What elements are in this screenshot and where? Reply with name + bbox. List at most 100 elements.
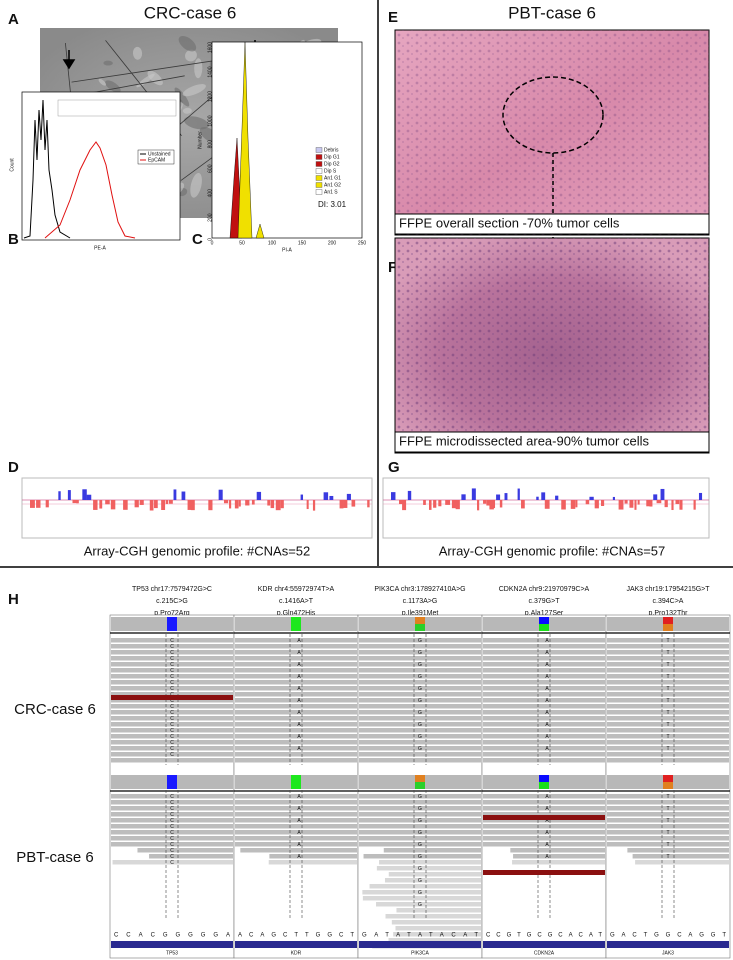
- gene-track: [359, 941, 481, 948]
- read: [483, 746, 605, 751]
- read: [607, 638, 729, 643]
- read: [111, 668, 233, 673]
- read: [111, 656, 233, 661]
- read: [112, 860, 233, 865]
- read-base: G: [418, 794, 422, 800]
- cgh-bar: [229, 500, 232, 509]
- gene-name: TP53: [166, 950, 178, 956]
- coverage-allele: [291, 775, 301, 782]
- legend-swatch: [315, 175, 323, 181]
- cgh-bar: [407, 490, 412, 500]
- cgh-bar: [300, 494, 304, 500]
- read: [359, 728, 481, 733]
- cgh-bar: [428, 500, 432, 510]
- cgh-bar: [339, 500, 344, 509]
- cgh-bar: [82, 489, 87, 500]
- read-base: G: [418, 902, 422, 908]
- cgh-bar: [99, 500, 103, 509]
- read-base: A: [297, 734, 301, 740]
- read: [607, 686, 729, 691]
- cgh-bar: [570, 500, 576, 509]
- cgh-bar: [267, 500, 271, 506]
- histogram-curve: [44, 141, 136, 239]
- read-base: G: [418, 830, 422, 836]
- read: [235, 668, 357, 673]
- read: [111, 836, 233, 841]
- read: [635, 860, 729, 865]
- read: [359, 698, 481, 703]
- read-base: T: [666, 806, 669, 812]
- read-base: T: [666, 734, 669, 740]
- read: [513, 854, 605, 859]
- gene-track: [111, 941, 233, 948]
- cgh-bar: [149, 500, 154, 511]
- read-base: C: [170, 638, 174, 644]
- read-base: C: [170, 644, 174, 650]
- read: [483, 668, 605, 673]
- y-tick-label: 600: [207, 164, 213, 173]
- read-base: C: [170, 674, 174, 680]
- read-base: C: [170, 746, 174, 752]
- read: [111, 650, 233, 655]
- read: [111, 842, 233, 847]
- read: [235, 722, 357, 727]
- cgh-bar: [624, 500, 628, 504]
- read-base: C: [170, 806, 174, 812]
- variant-header: p.Ala127Ser: [525, 610, 564, 617]
- read: [111, 758, 233, 763]
- coverage-allele: [415, 775, 425, 782]
- read: [235, 692, 357, 697]
- read: [111, 728, 233, 733]
- read: [235, 794, 357, 799]
- read-base: A: [545, 674, 549, 680]
- cgh-bar: [391, 492, 396, 500]
- read: [359, 794, 481, 799]
- gene-name: KDR: [291, 950, 302, 956]
- gene-track: [235, 941, 357, 948]
- read: [607, 740, 729, 745]
- read: [235, 680, 357, 685]
- read-base: C: [170, 662, 174, 668]
- panel-letter: B: [8, 231, 19, 248]
- gene-track: [483, 941, 605, 948]
- cgh-bar: [72, 500, 78, 504]
- coverage-allele: [539, 775, 549, 782]
- read: [111, 812, 233, 817]
- read: [235, 740, 357, 745]
- panel-letter: G: [388, 459, 400, 476]
- caption: FFPE microdissected area-90% tumor cells: [399, 433, 649, 448]
- read: [359, 722, 481, 727]
- x-tick-label: 100: [268, 240, 277, 246]
- peak: [237, 41, 253, 239]
- read-base: C: [170, 656, 174, 662]
- cgh-bar: [223, 500, 229, 504]
- read: [111, 644, 233, 649]
- read-base: A: [297, 698, 301, 704]
- cgh-bar: [496, 494, 501, 500]
- legend-label: Dip S: [324, 168, 337, 174]
- read: [111, 662, 233, 667]
- cgh-bar: [76, 500, 79, 504]
- coverage-allele: [663, 775, 673, 782]
- read: [483, 710, 605, 715]
- variant-header: c.1173A>G: [403, 598, 438, 605]
- cgh-bar: [445, 500, 451, 505]
- legend-label: Debris: [324, 147, 339, 153]
- read: [510, 848, 605, 853]
- x-tick-label: 250: [358, 240, 367, 246]
- read: [483, 818, 605, 823]
- coverage-allele: [167, 775, 177, 782]
- igv-panel: CRC-case 6 PBT-case 6 TP53 chr17:7579472G>…: [14, 586, 731, 959]
- cgh-bar: [105, 500, 110, 505]
- read: [111, 674, 233, 679]
- read: [111, 818, 233, 823]
- read-base: G: [418, 710, 422, 716]
- read-base: A: [297, 686, 301, 692]
- read: [607, 698, 729, 703]
- coverage-allele: [167, 617, 177, 624]
- cgh-bar: [58, 491, 61, 500]
- read: [235, 734, 357, 739]
- histology-texture: [395, 238, 709, 453]
- read: [235, 638, 357, 643]
- cgh-bar: [601, 500, 605, 506]
